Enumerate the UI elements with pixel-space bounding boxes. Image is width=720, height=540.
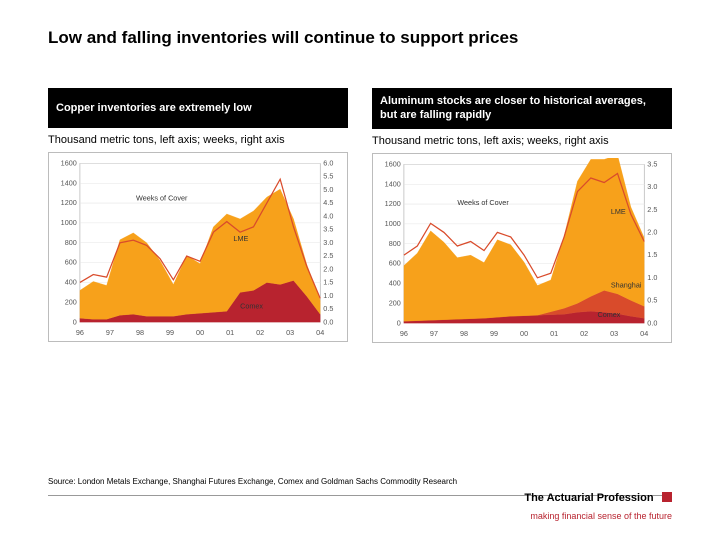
svg-text:2.5: 2.5: [647, 204, 657, 213]
svg-text:1600: 1600: [385, 159, 401, 168]
svg-text:00: 00: [196, 328, 204, 337]
footer-square-icon: [662, 492, 672, 502]
svg-text:00: 00: [520, 328, 528, 337]
svg-text:1600: 1600: [61, 158, 77, 167]
svg-text:0: 0: [73, 317, 77, 326]
svg-text:0.5: 0.5: [323, 304, 333, 313]
svg-text:01: 01: [226, 328, 234, 337]
chart-aluminum-svg: 020040060080010001200140016000.00.51.01.…: [377, 158, 667, 338]
svg-text:0.0: 0.0: [647, 318, 657, 327]
svg-text:1.0: 1.0: [647, 272, 657, 281]
svg-text:03: 03: [286, 328, 294, 337]
svg-text:1200: 1200: [385, 199, 401, 208]
footer-brand: The Actuarial Profession: [524, 492, 653, 504]
panel-aluminum: Aluminum stocks are closer to historical…: [372, 88, 672, 343]
svg-text:400: 400: [65, 278, 77, 287]
svg-text:1200: 1200: [61, 198, 77, 207]
svg-text:1000: 1000: [385, 219, 401, 228]
slide: Low and falling inventories will continu…: [0, 0, 720, 343]
svg-text:02: 02: [580, 328, 588, 337]
footer: The Actuarial Profession making financia…: [524, 488, 672, 524]
chart-copper-svg: 020040060080010001200140016000.00.51.01.…: [53, 157, 343, 337]
panel-copper-header: Copper inventories are extremely low: [48, 88, 348, 128]
svg-text:Weeks of Cover: Weeks of Cover: [457, 198, 509, 207]
svg-text:400: 400: [389, 278, 401, 287]
svg-text:02: 02: [256, 328, 264, 337]
svg-text:4.5: 4.5: [323, 198, 333, 207]
svg-text:LME: LME: [611, 207, 626, 216]
svg-text:800: 800: [389, 238, 401, 247]
footer-tagline: making financial sense of the future: [530, 511, 672, 521]
svg-text:Weeks of Cover: Weeks of Cover: [136, 193, 188, 202]
svg-text:1000: 1000: [61, 218, 77, 227]
svg-text:6.0: 6.0: [323, 158, 333, 167]
svg-text:1.5: 1.5: [647, 250, 657, 259]
svg-text:Shanghai: Shanghai: [611, 280, 642, 289]
panel-copper: Copper inventories are extremely low Tho…: [48, 88, 348, 343]
svg-text:97: 97: [430, 328, 438, 337]
svg-text:04: 04: [316, 328, 324, 337]
page-title: Low and falling inventories will continu…: [48, 28, 672, 48]
svg-text:1.0: 1.0: [323, 291, 333, 300]
svg-text:LME: LME: [233, 234, 248, 243]
svg-text:1.5: 1.5: [323, 278, 333, 287]
chart-copper: 020040060080010001200140016000.00.51.01.…: [48, 152, 348, 342]
svg-text:01: 01: [550, 328, 558, 337]
panel-copper-sub: Thousand metric tons, left axis; weeks, …: [48, 128, 348, 152]
svg-text:3.0: 3.0: [323, 238, 333, 247]
chart-aluminum: 020040060080010001200140016000.00.51.01.…: [372, 153, 672, 343]
chart-panels: Copper inventories are extremely low Tho…: [48, 88, 672, 343]
svg-text:5.5: 5.5: [323, 172, 333, 181]
svg-text:1400: 1400: [61, 178, 77, 187]
svg-text:2.5: 2.5: [323, 251, 333, 260]
svg-text:3.0: 3.0: [647, 182, 657, 191]
svg-text:04: 04: [640, 328, 648, 337]
svg-text:97: 97: [106, 328, 114, 337]
svg-text:4.0: 4.0: [323, 211, 333, 220]
svg-text:96: 96: [400, 328, 408, 337]
svg-text:99: 99: [166, 328, 174, 337]
svg-text:96: 96: [76, 328, 84, 337]
svg-text:2.0: 2.0: [647, 227, 657, 236]
svg-text:99: 99: [490, 328, 498, 337]
svg-text:98: 98: [136, 328, 144, 337]
svg-text:3.5: 3.5: [323, 225, 333, 234]
svg-text:5.0: 5.0: [323, 185, 333, 194]
svg-text:200: 200: [65, 297, 77, 306]
svg-text:03: 03: [610, 328, 618, 337]
svg-text:Comex: Comex: [240, 301, 263, 310]
svg-text:1400: 1400: [385, 179, 401, 188]
svg-text:0.5: 0.5: [647, 295, 657, 304]
panel-aluminum-sub: Thousand metric tons, left axis; weeks, …: [372, 129, 672, 153]
svg-text:98: 98: [460, 328, 468, 337]
svg-text:Comex: Comex: [597, 310, 620, 319]
svg-text:3.5: 3.5: [647, 159, 657, 168]
source-line: Source: London Metals Exchange, Shanghai…: [48, 477, 457, 486]
svg-text:200: 200: [389, 298, 401, 307]
svg-text:0: 0: [397, 318, 401, 327]
panel-aluminum-header: Aluminum stocks are closer to historical…: [372, 88, 672, 129]
svg-text:2.0: 2.0: [323, 264, 333, 273]
svg-text:600: 600: [389, 258, 401, 267]
svg-text:0.0: 0.0: [323, 317, 333, 326]
svg-text:600: 600: [65, 258, 77, 267]
svg-text:800: 800: [65, 238, 77, 247]
